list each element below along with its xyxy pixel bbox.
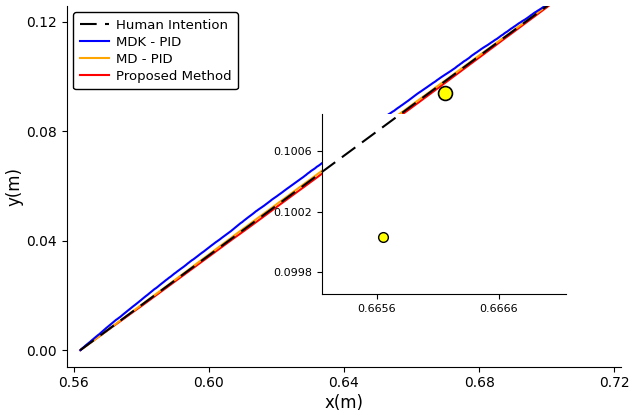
Y-axis label: y(m): y(m) (6, 166, 24, 206)
Human Intention (497, 38, 504, 43)
Proposed Method (336, 158, 344, 163)
MDK - PID (104, 324, 111, 329)
Human Intention (322, 167, 329, 172)
Proposed Method (76, 348, 84, 353)
Line: MD - PID: MD - PID (80, 0, 614, 350)
Legend: Human Intention, MDK - PID, MD - PID, Proposed Method: Human Intention, MDK - PID, MD - PID, Pr… (73, 12, 238, 89)
Proposed Method (497, 39, 504, 44)
Line: Human Intention: Human Intention (80, 0, 614, 350)
Human Intention (336, 156, 344, 161)
MD - PID (322, 166, 329, 171)
Proposed Method (322, 168, 329, 173)
Human Intention (76, 348, 84, 353)
MDK - PID (76, 348, 84, 353)
MD - PID (76, 348, 84, 353)
Human Intention (104, 328, 111, 333)
MD - PID (104, 328, 111, 333)
Proposed Method (104, 328, 111, 333)
MDK - PID (497, 33, 504, 38)
MDK - PID (322, 158, 329, 163)
X-axis label: x(m): x(m) (324, 395, 364, 413)
MD - PID (336, 155, 344, 160)
MD - PID (497, 37, 504, 42)
Line: Proposed Method: Proposed Method (80, 0, 614, 350)
MDK - PID (336, 147, 344, 152)
Line: MDK - PID: MDK - PID (80, 0, 614, 350)
